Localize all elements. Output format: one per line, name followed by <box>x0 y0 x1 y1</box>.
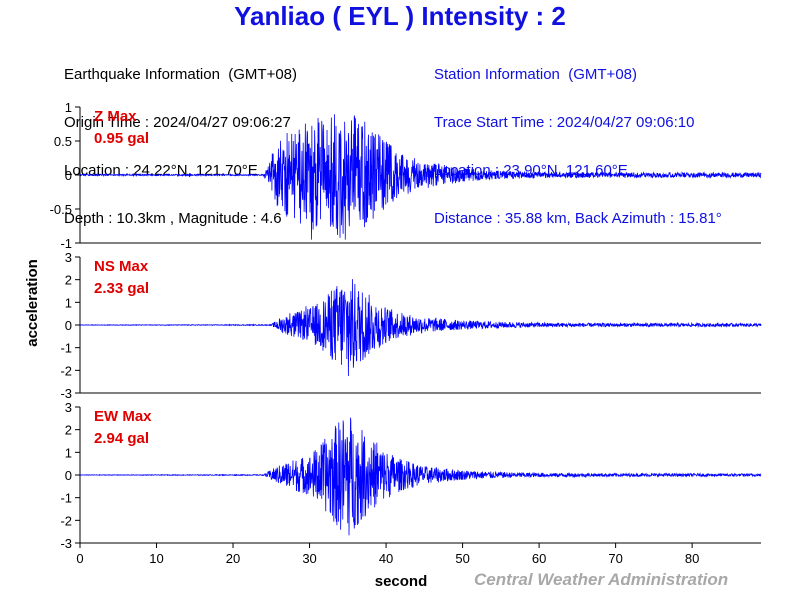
panel-ew: 3 2 1 0 -1 -2 -3 EW Max 2.94 gal <box>60 400 762 551</box>
max-value: 0.95 gal <box>94 130 149 147</box>
y-tick-label: 1 <box>65 445 72 460</box>
earthquake-info: Earthquake Information (GMT+08) Origin T… <box>64 35 297 243</box>
max-label: NS Max <box>94 258 149 275</box>
y-tick-label: -2 <box>60 513 72 528</box>
y-tick-label: -1 <box>60 491 72 506</box>
y-tick-label: 1 <box>65 100 72 115</box>
x-tick-label: 50 <box>455 551 469 566</box>
credit-label: Central Weather Administration <box>474 570 729 589</box>
y-tick-label: 3 <box>65 400 72 415</box>
x-tick-label: 80 <box>685 551 699 566</box>
y-tick-label: -1 <box>60 341 72 356</box>
earthquake-info-heading: Earthquake Information (GMT+08) <box>64 66 298 83</box>
y-tick-label: 3 <box>65 250 72 265</box>
x-tick-label: 60 <box>532 551 546 566</box>
y-tick-label: -3 <box>60 536 72 551</box>
trace-start-time: Trace Start Time : 2024/04/27 09:06:10 <box>434 114 695 131</box>
max-label: Z Max <box>94 108 137 125</box>
y-tick-label: 1 <box>65 295 72 310</box>
x-tick-label: 10 <box>149 551 163 566</box>
x-tick-label: 0 <box>76 551 83 566</box>
y-axis-label: acceleration <box>24 259 41 347</box>
x-axis-label: second <box>375 573 428 590</box>
depth-magnitude: Depth : 10.3km , Magnitude : 4.6 <box>64 210 282 227</box>
x-tick-label: 70 <box>608 551 622 566</box>
x-tick-label: 30 <box>302 551 316 566</box>
y-tick-label: 2 <box>65 273 72 288</box>
y-tick-label: 0.5 <box>54 134 72 149</box>
max-label: EW Max <box>94 408 152 425</box>
y-tick-label: 0 <box>65 318 72 333</box>
station-info-heading: Station Information (GMT+08) <box>434 66 637 83</box>
y-tick-label: 2 <box>65 423 72 438</box>
y-tick-label: -3 <box>60 386 72 401</box>
y-tick-label: -0.5 <box>50 202 72 217</box>
trace-ew <box>79 417 762 536</box>
y-tick-label: 0 <box>65 168 72 183</box>
y-tick-label: -1 <box>60 236 72 251</box>
max-value: 2.33 gal <box>94 280 149 297</box>
origin-time: Origin Time : 2024/04/27 09:06:27 <box>64 114 291 131</box>
panel-z: 1 0.5 0 -0.5 -1 Z Max 0.95 gal <box>50 100 762 251</box>
x-axis-ticks: 0 10 20 30 40 50 60 70 80 <box>76 543 699 566</box>
max-value: 2.94 gal <box>94 430 149 447</box>
station-distance: Distance : 35.88 km, Back Azimuth : 15.8… <box>434 210 722 227</box>
x-tick-label: 40 <box>379 551 393 566</box>
y-tick-label: -2 <box>60 363 72 378</box>
trace-ns <box>79 279 762 376</box>
trace-z <box>79 114 762 240</box>
x-tick-label: 20 <box>226 551 240 566</box>
chart-title: Yanliao ( EYL ) Intensity : 2 <box>234 1 566 31</box>
panel-ns: 3 2 1 0 -1 -2 -3 NS Max 2.33 gal <box>60 250 762 401</box>
y-tick-label: 0 <box>65 468 72 483</box>
